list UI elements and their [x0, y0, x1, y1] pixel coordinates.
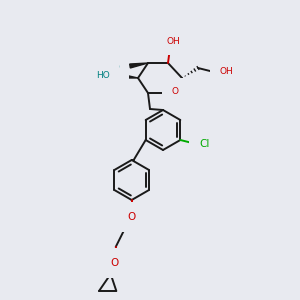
- Polygon shape: [120, 74, 138, 78]
- Text: O: O: [111, 258, 119, 268]
- Text: O: O: [172, 88, 178, 97]
- Text: OH: OH: [166, 37, 180, 46]
- Text: HO: HO: [106, 62, 120, 71]
- Text: O: O: [128, 212, 136, 222]
- Text: OH: OH: [219, 68, 233, 76]
- Text: HO: HO: [96, 71, 110, 80]
- Text: Cl: Cl: [199, 139, 210, 149]
- Polygon shape: [130, 63, 148, 68]
